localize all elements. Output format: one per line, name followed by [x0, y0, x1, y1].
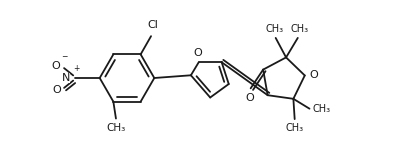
Text: CH₃: CH₃	[311, 104, 329, 114]
Text: CH₃: CH₃	[106, 123, 125, 133]
Text: CH₃: CH₃	[285, 123, 303, 133]
Text: O: O	[51, 61, 60, 71]
Text: O: O	[193, 48, 201, 58]
Text: +: +	[73, 64, 79, 73]
Text: O: O	[309, 71, 317, 80]
Text: −: −	[61, 52, 67, 61]
Text: CH₃: CH₃	[289, 24, 308, 34]
Text: O: O	[245, 93, 253, 103]
Text: Cl: Cl	[146, 20, 157, 30]
Text: CH₃: CH₃	[265, 24, 283, 34]
Text: N: N	[61, 73, 70, 83]
Text: O: O	[52, 85, 61, 95]
